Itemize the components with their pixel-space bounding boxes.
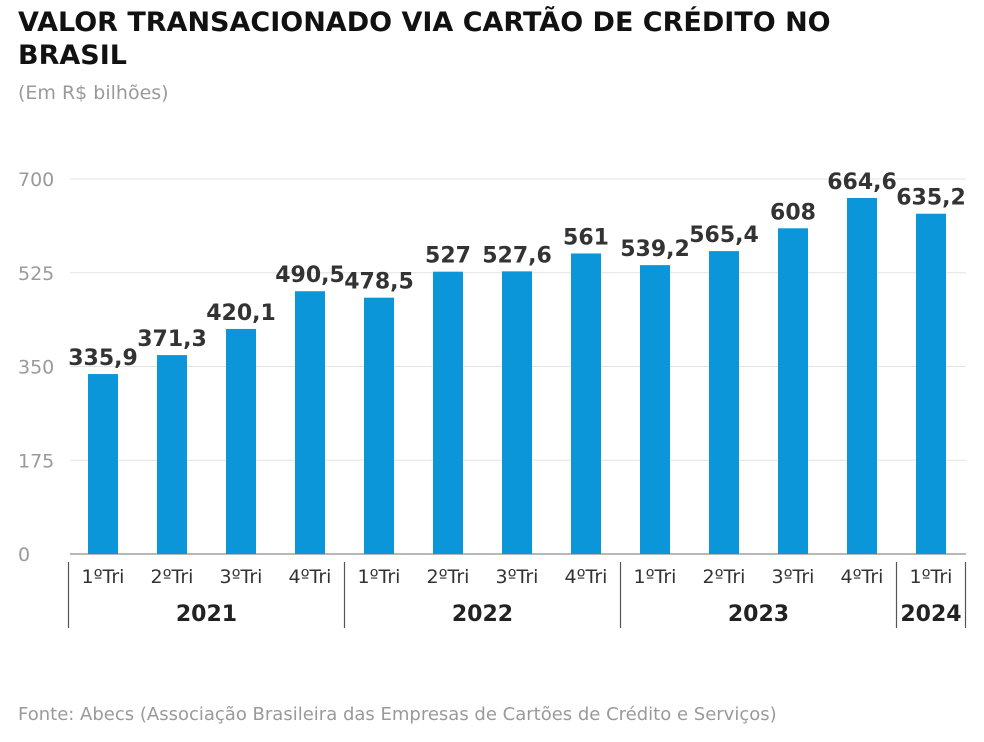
data-label: 420,1 (206, 301, 276, 326)
data-label: 478,5 (344, 270, 414, 295)
x-tick-label: 2ºTri (427, 566, 470, 588)
data-label: 371,3 (137, 327, 207, 352)
group-label: 2023 (728, 602, 789, 627)
chart-title: VALOR TRANSACIONADO VIA CARTÃO DE CRÉDIT… (18, 7, 831, 71)
x-tick-label: 3ºTri (496, 566, 539, 588)
data-label: 664,6 (827, 170, 897, 195)
data-label: 539,2 (620, 237, 690, 262)
bar (295, 291, 325, 554)
x-tick-label: 3ºTri (772, 566, 815, 588)
data-label: 527 (425, 244, 471, 269)
bar (916, 213, 946, 554)
data-label: 335,9 (68, 346, 138, 371)
y-tick-label: 0 (18, 544, 30, 566)
bar (640, 265, 670, 554)
x-tick-label: 2ºTri (151, 566, 194, 588)
data-label: 527,6 (482, 243, 552, 268)
y-tick-label: 350 (18, 357, 54, 379)
chart-subtitle: (Em R$ bilhões) (18, 82, 169, 104)
bar (571, 253, 601, 554)
bar (226, 328, 256, 554)
x-tick-label: 1ºTri (358, 566, 401, 588)
x-tick-label: 1ºTri (634, 566, 677, 588)
group-label: 2021 (176, 602, 237, 627)
bar (709, 251, 739, 554)
bar (88, 374, 118, 554)
source-footnote: Fonte: Abecs (Associação Brasileira das … (18, 704, 777, 725)
y-tick-label: 525 (18, 263, 54, 285)
x-tick-label: 1ºTri (82, 566, 125, 588)
y-tick-label: 175 (18, 450, 54, 472)
bar (847, 197, 877, 554)
data-label: 561 (563, 225, 609, 250)
group-label: 2022 (452, 602, 513, 627)
data-label: 490,5 (275, 263, 345, 288)
x-tick-label: 2ºTri (703, 566, 746, 588)
bar (364, 297, 394, 554)
x-tick-label: 4ºTri (289, 566, 332, 588)
bar (433, 271, 463, 554)
bar (778, 228, 808, 555)
x-tick-label: 4ºTri (565, 566, 608, 588)
group-label: 2024 (900, 602, 961, 627)
data-label: 635,2 (896, 186, 966, 211)
y-tick-label: 700 (18, 169, 54, 191)
bar (157, 355, 187, 554)
data-label: 565,4 (689, 223, 759, 248)
x-tick-label: 1ºTri (910, 566, 953, 588)
x-tick-label: 4ºTri (841, 566, 884, 588)
x-tick-label: 3ºTri (220, 566, 263, 588)
data-label: 608 (770, 200, 816, 225)
bar (502, 271, 532, 554)
